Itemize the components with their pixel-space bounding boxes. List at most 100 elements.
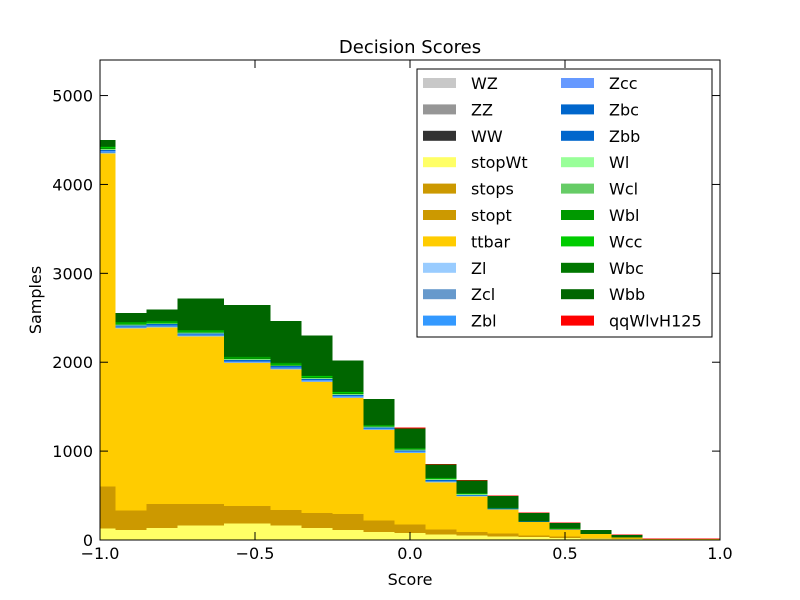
bar-stops-bin-4 [224,507,271,524]
bar-ttbar-bin-13 [518,522,550,536]
bar-Wcc-bin-4 [224,357,271,359]
series-Wcc [100,147,581,529]
bar-ttbar-bin-7 [332,397,364,514]
legend-label: Zbc [609,100,639,119]
bar-Wbb-bin-8 [363,398,395,426]
bar-Wbb-bin-15 [580,530,612,534]
bar-stopWt-bin-3 [177,525,224,540]
legend-swatch [423,315,456,326]
y-tick-label: 1000 [52,442,93,461]
bar-stopWt-bin-4 [224,523,271,540]
series-Zcc [100,151,581,530]
bar-stopt-bin-6 [301,513,333,515]
bar-Wbc-bin-1 [115,321,147,323]
x-tick-label: 0.0 [397,544,422,563]
bar-Zbb-bin-1 [115,325,147,327]
legend-label: qqWlvH125 [609,312,702,331]
series-qqWlvH125 [394,427,720,539]
bar-Wbb-bin-10 [425,464,457,478]
legend-label: WZ [471,74,498,93]
legend-label: ZZ [471,100,493,119]
legend-label: stopWt [471,153,528,172]
bar-Wbc-bin-7 [332,391,364,393]
legend: WZ ZZ WW stopWt stops stopt ttbar Zl Zcl Zbl Zcc Zb… [416,68,713,338]
bar-Wbb-bin-7 [332,360,364,392]
bar-Zbb-bin-2 [146,324,178,326]
legend-label: Zcc [609,74,638,93]
legend-item-qqWlvH125: qqWlvH125 [561,312,702,331]
series-Zbc [100,150,581,530]
legend-swatch [423,104,456,115]
x-axis-ticks: −1.0 −0.5 0.0 0.5 1.0 [81,60,733,563]
series-Wcl [100,148,581,529]
bar-Wbb-bin-12 [487,496,519,508]
y-tick-label: 2000 [52,353,93,372]
legend-swatch [561,183,594,194]
legend-swatch [561,157,594,168]
bar-Zbb-bin-6 [301,378,333,380]
legend-label: Wcl [609,180,638,199]
bar-ttbar-bin-5 [270,369,302,511]
bar-ttbar-bin-3 [177,336,224,504]
legend-swatch [561,130,594,141]
legend-swatch [423,262,456,273]
bar-Wbl-bin-1 [115,323,147,325]
legend-item-ttbar: ttbar [423,232,511,251]
bar-stops-bin-9 [394,525,426,534]
x-axis-label: Score [388,570,433,589]
legend-item-Zcc: Zcc [561,74,638,93]
bar-ttbar-bin-9 [394,453,426,525]
y-axis-label: Samples [26,266,45,334]
bar-Wbb-bin-11 [456,480,488,494]
bar-Wbb-bin-16 [611,535,643,538]
legend-label: stopt [471,206,512,225]
bar-stops-bin-7 [332,515,364,530]
chart-title: Decision Scores [339,37,481,58]
bar-stops-bin-8 [363,522,395,532]
legend-label: Zcl [471,285,495,304]
legend-item-Wbb: Wbb [561,285,645,304]
legend-item-Wcl: Wcl [561,180,638,199]
legend-item-Zbl: Zbl [423,312,497,331]
legend-item-stopt: stopt [423,206,512,225]
legend-item-Wbc: Wbc [561,259,644,278]
series-Zcl [100,152,581,530]
bar-stopWt-bin-10 [425,534,457,540]
legend-label: WW [471,127,503,146]
y-tick-label: 0 [83,531,93,550]
x-tick-label: −1.0 [81,544,120,563]
legend-swatch [423,210,456,220]
bar-stopt-bin-5 [270,510,302,512]
bar-Wcc-bin-1 [115,322,147,324]
legend-swatch [423,289,456,300]
legend-item-WW: WW [423,127,503,146]
bar-Wbb-bin-6 [301,335,333,376]
bar-stops-bin-2 [146,505,178,529]
y-tick-label: 5000 [52,87,93,106]
legend-swatch [561,289,594,300]
legend-swatch [423,130,456,141]
legend-item-Zcl: Zcl [423,285,495,304]
legend-label: stops [471,180,514,199]
legend-swatch [561,236,594,247]
bar-stopWt-bin-13 [518,537,550,540]
series-Wbb [100,140,720,539]
bar-ttbar-bin-16 [611,537,643,539]
legend-swatch [561,78,594,88]
series-Zl [100,152,581,530]
bar-Wbb-bin-5 [270,320,302,363]
bar-Wcc-bin-5 [270,363,302,365]
series-Zbl [100,151,581,530]
bar-stops-bin-0 [100,488,116,529]
bar-Wcc-bin-6 [301,376,333,378]
legend-item-Wbl: Wbl [561,206,639,225]
bar-qqWlvH125-bin-9 [394,427,426,429]
bar-ttbar-bin-11 [456,496,488,532]
bar-stopt-bin-12 [487,533,519,535]
legend-swatch [423,78,456,88]
legend-label: Wbl [609,206,639,225]
bar-Wcc-bin-7 [332,392,364,394]
bar-stopt-bin-4 [224,505,271,508]
legend-swatch [561,104,594,115]
